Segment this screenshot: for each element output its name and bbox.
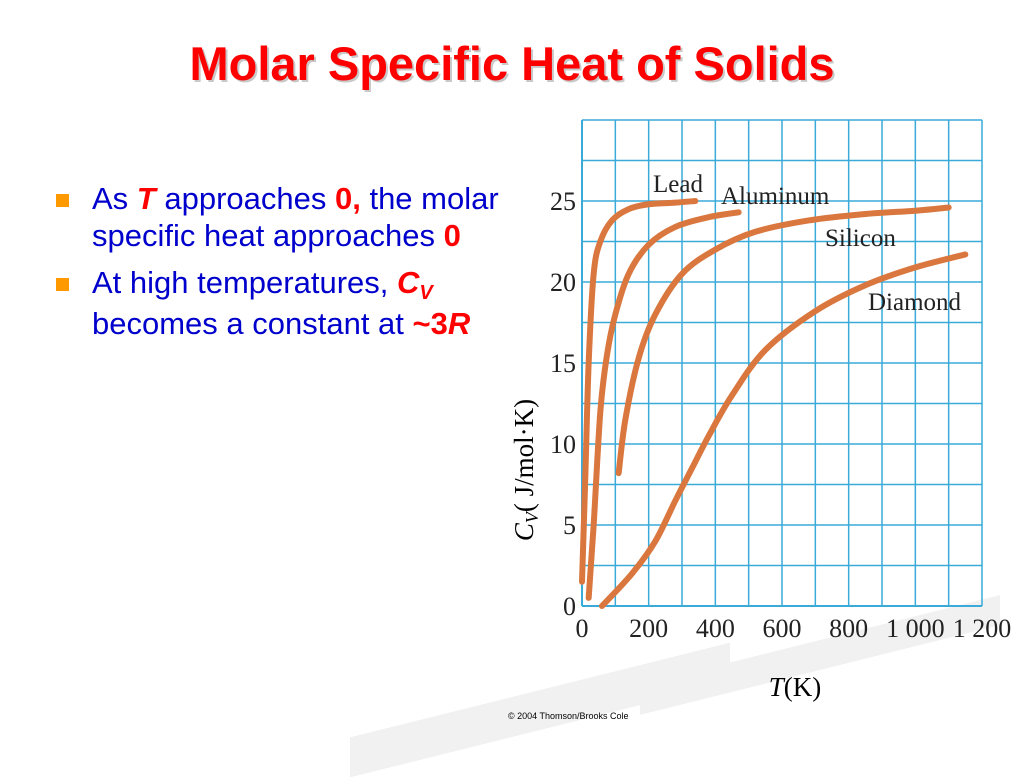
- x-tick-label: 1 000: [886, 614, 945, 643]
- curve-silicon: [615, 204, 952, 477]
- bullet-text: 0: [443, 218, 461, 254]
- series-label-lead: Lead: [653, 171, 703, 198]
- slide-title: Molar Specific Heat of Solids: [189, 37, 835, 90]
- x-tick-label: 400: [696, 614, 735, 643]
- y-tick-label: 0: [563, 592, 576, 621]
- y-tick-label: 15: [550, 349, 576, 378]
- x-axis-title: T(K): [769, 672, 822, 702]
- x-tick-label: 800: [829, 614, 868, 643]
- copyright-notice: © 2004 Thomson/Brooks Cole: [508, 711, 629, 721]
- bullet-text: the molar specific heat approaches: [92, 181, 499, 254]
- x-tick-label: 600: [763, 614, 802, 643]
- bullet-text: ~: [412, 306, 431, 342]
- series-label-diamond: Diamond: [868, 289, 962, 316]
- y-tick-label: 5: [563, 511, 576, 540]
- series-label-aluminum: Aluminum: [721, 183, 830, 210]
- curve-diamond: [599, 251, 969, 609]
- series-label-silicon: Silicon: [825, 225, 896, 252]
- grid: [581, 119, 983, 607]
- bullet-text: At high temperatures,: [92, 265, 397, 301]
- bullet-item: At high temperatures, CV becomes a const…: [54, 264, 504, 342]
- bullet-marker-icon: [56, 278, 69, 292]
- y-axis-unit: ( J/mol·K): [509, 399, 539, 512]
- x-tick-label: 1 200: [953, 614, 1012, 643]
- x-axis-unit: (K): [784, 672, 821, 702]
- bullet-text: 0: [334, 181, 353, 216]
- bullet-text: ,: [352, 181, 370, 216]
- bullet-text: 3: [430, 306, 448, 342]
- specific-heat-chart: 0 200 400 600 800 1 000 1 200 0 5 10 15 20 25 Lead A…: [509, 119, 1011, 702]
- bullet-text: T: [136, 181, 156, 216]
- tick-labels: 0 200 400 600 800 1 000 1 200 0 5 10 15 20 25: [550, 187, 1011, 643]
- y-tick-label: 10: [550, 430, 576, 459]
- y-axis-subscript: V: [522, 510, 542, 523]
- bullet-text: approaches: [155, 181, 335, 216]
- svg-text:CV( J/mol·K): CV( J/mol·K): [509, 399, 542, 541]
- x-axis-symbol: T: [769, 672, 786, 702]
- bullet-text: C: [397, 265, 420, 301]
- curve-lead: [579, 198, 699, 585]
- y-tick-label: 25: [550, 187, 576, 216]
- x-tick-label: 0: [576, 614, 589, 643]
- x-tick-label: 200: [629, 614, 668, 643]
- y-axis-symbol: C: [509, 522, 539, 541]
- y-axis-title: CV( J/mol·K): [509, 399, 542, 541]
- bullet-text: V: [419, 282, 433, 305]
- bullet-text: R: [447, 306, 471, 342]
- curves: [579, 198, 969, 609]
- curve-aluminum: [585, 209, 742, 601]
- y-tick-label: 20: [550, 268, 576, 297]
- bullet-item: As T approaches 0, the molar specific he…: [54, 180, 504, 254]
- bullet-marker-icon: [56, 194, 69, 207]
- series-labels: Lead Aluminum Silicon Diamond: [653, 171, 962, 316]
- bullet-text: As: [92, 181, 137, 216]
- bullet-text: becomes a constant at: [92, 306, 413, 342]
- bullet-list: As T approaches 0, the molar specific he…: [54, 180, 504, 353]
